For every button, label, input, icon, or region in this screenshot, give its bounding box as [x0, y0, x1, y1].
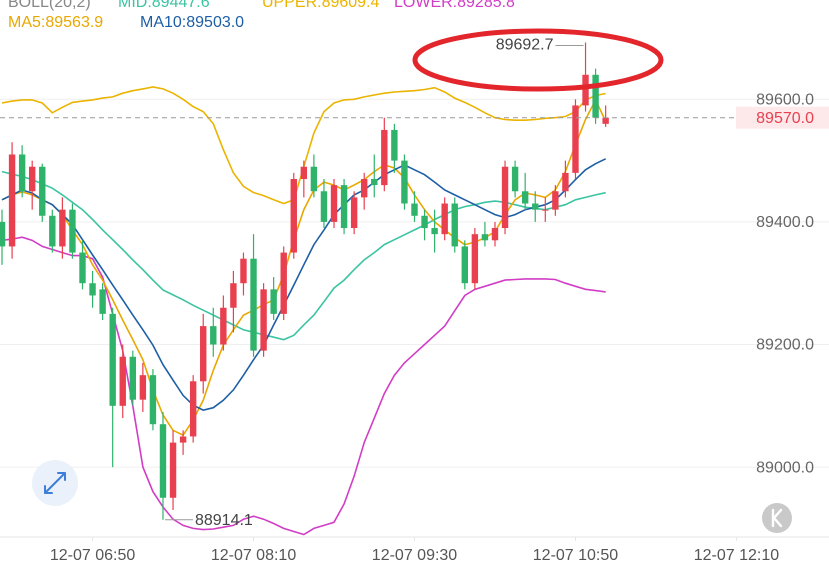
candle-body — [99, 289, 106, 314]
x-tick-label: 12-07 12:10 — [694, 547, 780, 564]
candle-body — [461, 246, 469, 284]
x-tick-label: 12-07 10:50 — [533, 547, 619, 564]
candle-body — [411, 203, 418, 216]
x-tick-label: 12-07 09:30 — [372, 547, 458, 564]
x-tick-label: 12-07 06:50 — [50, 547, 136, 564]
candle-body — [8, 154, 16, 247]
x-tick-label: 12-07 08:10 — [211, 547, 297, 564]
candle-body — [350, 197, 358, 229]
y-tick-label: 89600.0 — [756, 92, 814, 109]
candle-body — [421, 215, 428, 229]
expand-button[interactable] — [32, 460, 78, 506]
candle-body — [220, 307, 227, 345]
candle-body — [260, 289, 267, 351]
candle-body — [200, 326, 207, 382]
candle-body — [139, 375, 147, 400]
candle-body — [572, 105, 579, 173]
overlay: 89000.0 89200.0 89400.0 89600.0 12-07 06:50 1… — [0, 0, 829, 564]
legend-entry: LOWER:89285.8 — [394, 0, 515, 11]
candle-body — [89, 283, 96, 296]
candle-body — [149, 375, 157, 425]
candle-body — [491, 228, 499, 241]
candle-body — [300, 166, 308, 179]
candle-body — [371, 179, 378, 186]
kline-button[interactable] — [762, 503, 792, 533]
candles — [0, 42, 609, 520]
candle-body — [532, 203, 539, 210]
candle-body — [159, 424, 167, 498]
candle-body — [310, 166, 318, 192]
last-price-box — [736, 106, 829, 129]
candle-body — [79, 252, 86, 284]
candle-body — [119, 356, 126, 406]
candle-body — [542, 209, 549, 211]
candle-body — [169, 442, 177, 498]
grid — [0, 98, 829, 541]
last-price-label: 89570.0 — [756, 110, 814, 127]
kline-button-bg[interactable] — [762, 503, 792, 533]
candle-body — [431, 228, 438, 235]
candle-body — [129, 356, 137, 400]
candle-body — [230, 283, 237, 308]
candle-body — [340, 185, 348, 229]
indicator-line — [1, 236, 606, 536]
legend-entry: UPPER:89609.4 — [262, 0, 380, 11]
min-label: 88914.1 — [195, 512, 253, 529]
candle-body — [360, 179, 368, 198]
candle-body — [39, 166, 46, 216]
candle-body — [69, 209, 76, 253]
legend-entry: MID:89447.6 — [118, 0, 210, 11]
candle-body — [28, 166, 36, 192]
indicator-label: BOLL(20,2) — [8, 0, 91, 11]
candle-body — [602, 117, 609, 124]
candle-body — [59, 209, 66, 247]
candle-body — [511, 166, 519, 192]
candle-body — [552, 191, 559, 210]
candle-body — [521, 191, 529, 204]
candle-body — [250, 258, 257, 351]
candle-body — [210, 326, 217, 345]
candle-body — [451, 203, 458, 247]
candle-body — [592, 74, 599, 118]
candle-body — [391, 129, 398, 161]
candle-body — [109, 313, 116, 406]
candle-body — [381, 129, 388, 186]
highlight-ellipse — [412, 28, 664, 92]
y-tick-label: 89200.0 — [756, 337, 814, 354]
candle-body — [240, 258, 247, 284]
max-label: 89692.7 — [496, 37, 554, 54]
candle-body — [401, 160, 408, 204]
candle-body — [481, 234, 489, 241]
candle-body — [471, 234, 479, 284]
expand-icon[interactable] — [44, 472, 66, 494]
candle-body — [441, 203, 448, 235]
legend-entry: MA10:89503.0 — [140, 14, 244, 31]
candle-body — [0, 221, 6, 247]
candle-body — [270, 289, 277, 314]
y-tick-label: 89400.0 — [756, 214, 814, 231]
candle-body — [320, 191, 328, 222]
candle-body — [290, 179, 297, 253]
candle-body — [18, 154, 26, 192]
candle-body — [179, 436, 187, 443]
legend-entry: MA5:89563.9 — [8, 14, 103, 31]
candle-body — [582, 74, 589, 106]
candle-body — [280, 252, 287, 314]
candle-body — [330, 185, 338, 222]
y-tick-label: 89000.0 — [756, 459, 814, 476]
candle-body — [562, 172, 569, 192]
candle-body — [501, 166, 509, 229]
candle-body — [189, 381, 197, 437]
candle-body — [49, 215, 56, 247]
kline-icon[interactable] — [771, 508, 783, 528]
